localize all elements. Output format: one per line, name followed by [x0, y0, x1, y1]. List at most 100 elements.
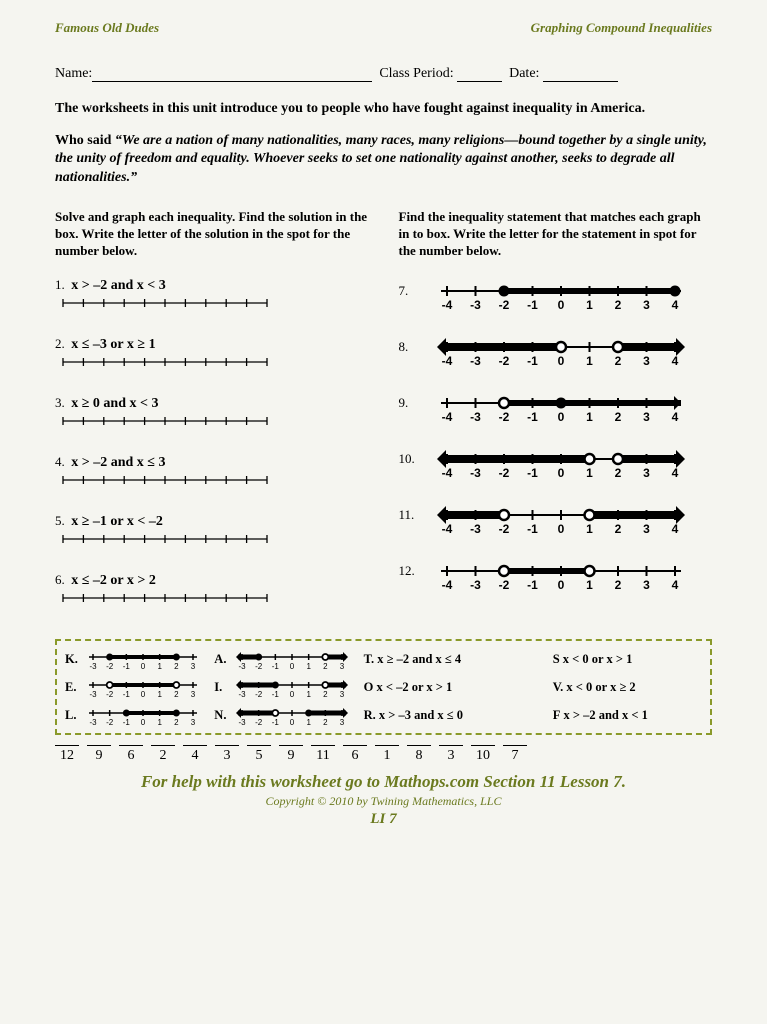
answer-cell: T. x ≥ –2 and x ≤ 4 — [364, 652, 553, 667]
svg-text:-1: -1 — [272, 662, 280, 671]
svg-text:-2: -2 — [106, 690, 114, 699]
footer-copy: Copyright © 2010 by Twining Mathematics,… — [55, 794, 712, 809]
sequence-slot[interactable]: 12 — [55, 745, 79, 764]
sequence-slot[interactable]: 11 — [311, 745, 335, 764]
right-problem: 10.-4-3-2-101234 — [399, 445, 713, 483]
fields-row: Name: Class Period: Date: — [55, 66, 712, 82]
svg-text:-4: -4 — [441, 298, 452, 312]
svg-text:1: 1 — [157, 690, 162, 699]
svg-text:1: 1 — [586, 354, 593, 368]
svg-text:-3: -3 — [470, 354, 481, 368]
answer-key: T. — [364, 652, 375, 667]
name-label: Name: — [55, 66, 92, 81]
problem-number: 5. — [55, 513, 65, 528]
answer-cell: V. x < 0 or x ≥ 2 — [553, 680, 702, 695]
answer-cell: E.-3-2-10123 — [65, 675, 214, 699]
svg-text:-1: -1 — [527, 578, 538, 592]
answer-key: L. — [65, 708, 83, 723]
answer-row: L.-3-2-10123N.-3-2-10123R. x > –3 and x … — [65, 703, 702, 727]
problem-text: x ≥ 0 and x < 3 — [71, 396, 158, 411]
svg-text:1: 1 — [586, 298, 593, 312]
svg-text:0: 0 — [290, 662, 295, 671]
svg-text:-4: -4 — [441, 578, 452, 592]
svg-text:-3: -3 — [239, 690, 247, 699]
period-blank[interactable] — [457, 81, 502, 82]
sequence-slot[interactable]: 9 — [279, 745, 303, 764]
left-column: Solve and graph each inequality. Find th… — [55, 209, 369, 632]
svg-text:3: 3 — [191, 718, 196, 727]
svg-text:2: 2 — [174, 662, 179, 671]
quote-block: Who said “We are a nation of many nation… — [55, 132, 712, 187]
answer-cell: A.-3-2-10123 — [214, 647, 363, 671]
left-problem: 5. x ≥ –1 or x < –2 — [55, 513, 369, 548]
svg-text:-4: -4 — [441, 354, 452, 368]
sequence-slot[interactable]: 6 — [119, 745, 143, 764]
svg-text:-3: -3 — [239, 718, 247, 727]
sequence-slot[interactable]: 8 — [407, 745, 431, 764]
svg-text:2: 2 — [614, 298, 621, 312]
answer-text: x < 0 or x > 1 — [563, 652, 633, 667]
sequence-slot[interactable]: 2 — [151, 745, 175, 764]
answer-sequence: 129624359116183107 — [55, 745, 712, 764]
svg-text:2: 2 — [323, 718, 328, 727]
answer-text: x < 0 or x ≥ 2 — [566, 680, 635, 695]
problem-number: 7. — [399, 277, 421, 299]
sequence-slot[interactable]: 6 — [343, 745, 367, 764]
answer-text: x > –2 and x < 1 — [563, 708, 647, 723]
svg-text:4: 4 — [671, 578, 678, 592]
svg-text:2: 2 — [174, 718, 179, 727]
svg-text:-1: -1 — [527, 410, 538, 424]
page-header: Famous Old Dudes Graphing Compound Inequ… — [55, 20, 712, 36]
svg-text:0: 0 — [557, 578, 564, 592]
problem-number: 6. — [55, 572, 65, 587]
problem-number: 2. — [55, 336, 65, 351]
date-blank[interactable] — [543, 81, 618, 82]
sequence-slot[interactable]: 10 — [471, 745, 495, 764]
svg-text:1: 1 — [307, 690, 312, 699]
left-problem: 3. x ≥ 0 and x < 3 — [55, 395, 369, 430]
svg-text:0: 0 — [141, 718, 146, 727]
answer-box: K.-3-2-10123A.-3-2-10123T. x ≥ –2 and x … — [55, 639, 712, 735]
answer-row: K.-3-2-10123A.-3-2-10123T. x ≥ –2 and x … — [65, 647, 702, 671]
sequence-slot[interactable]: 9 — [87, 745, 111, 764]
sequence-slot[interactable]: 4 — [183, 745, 207, 764]
svg-text:0: 0 — [290, 718, 295, 727]
svg-text:0: 0 — [141, 662, 146, 671]
svg-text:-3: -3 — [89, 690, 97, 699]
problem-number: 1. — [55, 277, 65, 292]
sequence-slot[interactable]: 3 — [215, 745, 239, 764]
problem-number: 9. — [399, 389, 421, 411]
problem-number: 4. — [55, 454, 65, 469]
answer-key: F — [553, 708, 561, 723]
right-problem: 8.-4-3-2-101234 — [399, 333, 713, 371]
sequence-slot[interactable]: 3 — [439, 745, 463, 764]
sequence-slot[interactable]: 1 — [375, 745, 399, 764]
header-left: Famous Old Dudes — [55, 20, 159, 36]
svg-text:-3: -3 — [470, 410, 481, 424]
svg-text:2: 2 — [614, 354, 621, 368]
svg-text:2: 2 — [174, 690, 179, 699]
right-instructions: Find the inequality statement that match… — [399, 209, 713, 260]
name-blank[interactable] — [92, 81, 372, 82]
svg-text:-4: -4 — [441, 522, 452, 536]
svg-text:4: 4 — [671, 354, 678, 368]
svg-text:3: 3 — [340, 718, 345, 727]
problem-number: 10. — [399, 445, 421, 467]
svg-text:-1: -1 — [272, 690, 280, 699]
svg-text:0: 0 — [557, 410, 564, 424]
sequence-slot[interactable]: 5 — [247, 745, 271, 764]
problem-number: 12. — [399, 557, 421, 579]
svg-text:-2: -2 — [106, 662, 114, 671]
right-problem: 11.-4-3-2-101234 — [399, 501, 713, 539]
sequence-slot[interactable]: 7 — [503, 745, 527, 764]
answer-cell: N.-3-2-10123 — [214, 703, 363, 727]
problem-text: x ≤ –3 or x ≥ 1 — [71, 337, 155, 352]
header-right: Graphing Compound Inequalities — [531, 20, 712, 36]
svg-text:0: 0 — [290, 690, 295, 699]
svg-text:-2: -2 — [498, 354, 509, 368]
svg-text:3: 3 — [643, 354, 650, 368]
svg-text:1: 1 — [157, 662, 162, 671]
svg-text:1: 1 — [307, 718, 312, 727]
svg-text:0: 0 — [557, 466, 564, 480]
problem-number: 3. — [55, 395, 65, 410]
